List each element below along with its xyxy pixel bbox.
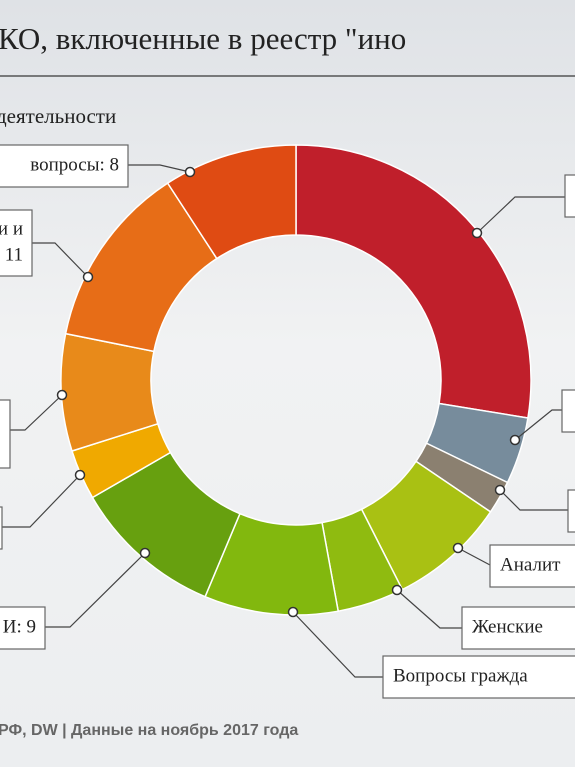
data-label: Аналит <box>500 554 561 575</box>
chart-title: КО, включенные в реестр "ино <box>0 21 406 56</box>
leader-dot <box>184 166 196 178</box>
data-label: Вопросы гражда <box>393 665 528 686</box>
leader-dot <box>139 547 151 559</box>
label-box <box>382 655 575 699</box>
leader-line <box>10 394 63 431</box>
data-label: вопросы: 8 <box>30 154 119 175</box>
leader-dot <box>56 389 68 401</box>
label-box <box>489 544 575 588</box>
data-label: 11 <box>5 244 23 265</box>
leader-dot <box>82 271 94 283</box>
leader-dot <box>471 227 483 239</box>
donut-slice <box>166 144 297 260</box>
label-box <box>567 489 575 533</box>
leader-dot <box>287 606 299 618</box>
label-box <box>564 174 575 218</box>
label-box <box>461 606 575 650</box>
leader-dot <box>391 584 403 596</box>
subtitle: деятельности <box>0 104 116 128</box>
label-box <box>0 144 129 188</box>
label-box <box>0 209 33 277</box>
leader-dot <box>494 484 506 496</box>
leader-line <box>2 474 81 528</box>
leader-dot <box>509 434 521 446</box>
leader-dot <box>74 469 86 481</box>
leader-dot <box>452 542 464 554</box>
leader-line <box>476 196 565 234</box>
leader-line <box>45 552 146 628</box>
label-box <box>0 399 11 469</box>
data-label: и и <box>0 218 23 239</box>
label-box <box>0 606 46 650</box>
data-label: И: 9 <box>3 616 36 637</box>
leader-line <box>457 547 491 566</box>
leader-line <box>514 409 562 441</box>
leader-line <box>396 589 462 629</box>
label-box <box>561 389 575 433</box>
data-label: Женские <box>472 616 543 637</box>
leader-line <box>32 242 89 278</box>
source: РФ, DW | Данные на ноябрь 2017 года <box>0 722 298 739</box>
donut-slice <box>295 144 532 419</box>
leader-line <box>128 164 191 173</box>
leader-line <box>292 611 383 678</box>
label-box <box>0 506 3 550</box>
leader-line <box>499 489 568 511</box>
